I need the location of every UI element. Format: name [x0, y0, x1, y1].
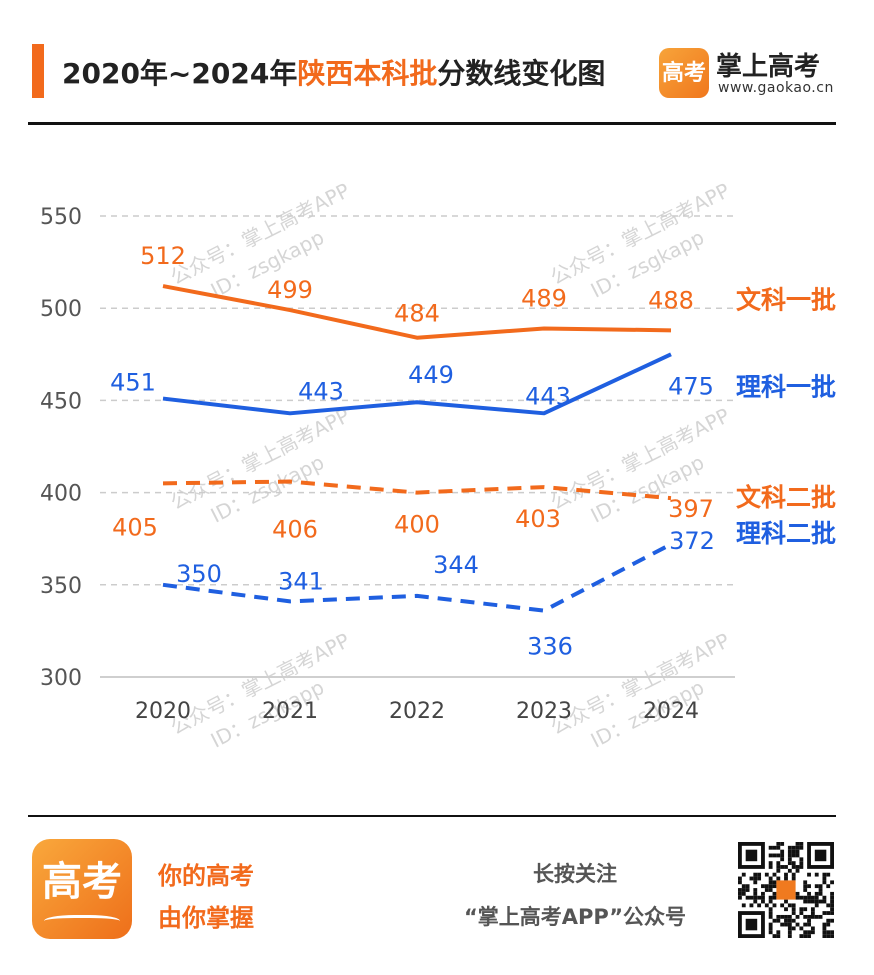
slogan-line-2: 由你掌握	[158, 904, 254, 932]
y-tick-label: 500	[40, 297, 82, 322]
page-title: 2020年~2024年陕西本科批分数线变化图	[62, 52, 605, 92]
book-icon	[44, 915, 120, 930]
top-divider	[28, 122, 836, 125]
data-label: 336	[527, 633, 573, 661]
title-prefix: 2020年~2024年	[62, 57, 298, 90]
qr-code-icon[interactable]	[738, 842, 834, 938]
x-tick-label: 2023	[516, 699, 572, 724]
brand-logo-text: 高考	[661, 60, 706, 86]
x-tick-label: 2024	[643, 699, 699, 724]
data-label: 403	[515, 505, 561, 533]
y-tick-label: 350	[40, 574, 82, 599]
follow-text-line-1: 长按关注	[533, 862, 617, 886]
series-name-label: 文科二批	[736, 483, 836, 512]
follow-text-line-2: “掌上高考APP”公众号	[463, 905, 687, 929]
footer-app-logo: 高考	[32, 839, 132, 939]
data-label: 341	[278, 567, 324, 595]
title-suffix: 分数线变化图	[437, 57, 606, 90]
data-label: 372	[669, 527, 715, 555]
header: 2020年~2024年陕西本科批分数线变化图 高考 掌上高考 www.gaoka…	[0, 0, 874, 126]
y-tick-label: 400	[40, 482, 82, 507]
y-tick-label: 550	[40, 205, 82, 230]
title-accent-bar	[32, 44, 44, 98]
series-name-label: 文科一批	[736, 285, 836, 314]
y-tick-label: 300	[40, 666, 82, 691]
series-line	[162, 479, 672, 501]
series-line	[162, 352, 672, 416]
title-highlight: 陕西本科批	[297, 57, 438, 90]
series-line	[162, 284, 672, 340]
y-tick-label: 450	[40, 389, 82, 414]
data-label: 405	[112, 513, 158, 541]
data-label: 451	[110, 369, 156, 397]
data-label: 443	[298, 377, 344, 405]
bottom-divider	[28, 815, 836, 817]
x-tick-label: 2020	[135, 699, 191, 724]
series-line	[162, 542, 672, 613]
series-name-label: 理科二批	[736, 519, 836, 548]
slogan-line-1: 你的高考	[158, 862, 254, 890]
data-label: 489	[521, 284, 567, 312]
data-label: 400	[394, 511, 440, 539]
footer-logo-text: 高考	[42, 858, 122, 905]
data-label: 397	[668, 495, 714, 523]
data-label: 488	[648, 286, 694, 314]
data-label: 350	[176, 560, 222, 588]
data-label: 499	[267, 276, 313, 304]
brand-logo: 高考	[659, 48, 709, 98]
brand-name: 掌上高考	[716, 52, 821, 82]
x-tick-label: 2022	[389, 699, 445, 724]
data-label: 443	[525, 382, 571, 410]
brand-url: www.gaokao.cn	[718, 80, 834, 96]
x-tick-label: 2021	[262, 699, 318, 724]
data-label: 344	[433, 551, 479, 579]
data-label: 475	[668, 372, 714, 400]
data-label: 449	[408, 361, 454, 389]
data-label: 406	[272, 516, 318, 544]
data-label: 512	[140, 242, 186, 270]
data-label: 484	[394, 300, 440, 328]
series-name-label: 理科一批	[736, 372, 836, 401]
